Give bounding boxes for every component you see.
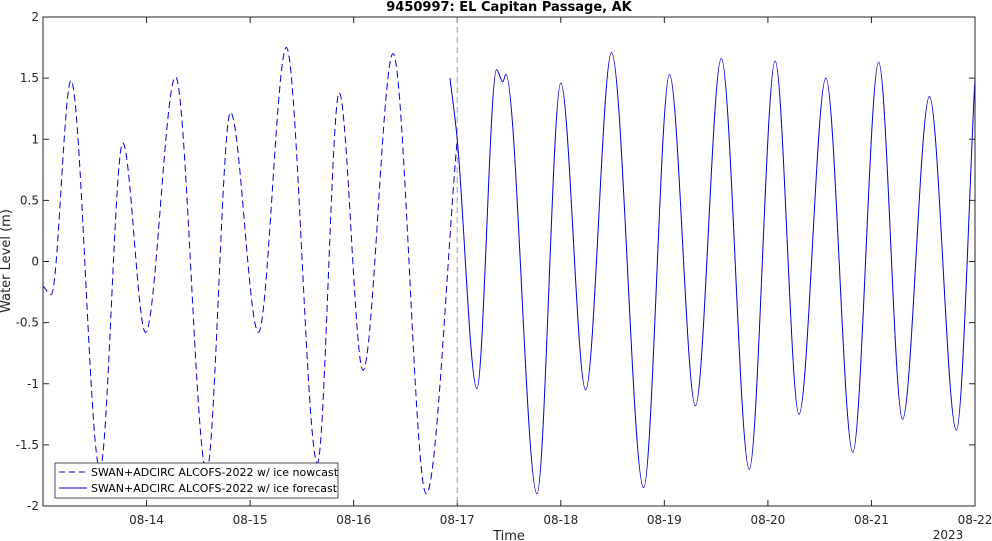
y-tick-label: 2 [31, 10, 39, 24]
forecast-series-line [449, 51, 976, 495]
y-tick-label: 1.5 [20, 71, 39, 85]
plot-frame [42, 16, 976, 507]
y-tick-label: -1.5 [16, 438, 39, 452]
x-tick-label: 08-22 [958, 513, 992, 527]
x-tick-label: 08-17 [440, 513, 475, 527]
y-tick-label: -1 [27, 377, 39, 391]
ticks-layer: -2 -1.5 -1 -0.5 0 0.5 1 1.5 2 08-14 08-15 08-16 08-1… [16, 10, 992, 527]
x-axis-label: Time [492, 529, 525, 541]
y-axis-label: Water Level (m) [0, 209, 14, 313]
y-tick-label: 0.5 [20, 193, 39, 207]
chart-title: 9450997: EL Capitan Passage, AK [386, 0, 632, 15]
x-tick-label: 08-20 [750, 513, 785, 527]
y-tick-label: 1 [31, 132, 39, 146]
x-tick-label: 08-18 [543, 513, 578, 527]
x-tick-label: 08-14 [129, 513, 164, 527]
x-tick-label: 08-16 [336, 513, 371, 527]
nowcast-series-line [42, 47, 458, 495]
x-tick-label: 08-15 [233, 513, 268, 527]
year-label: 2023 [933, 528, 964, 541]
series-layer [42, 47, 976, 495]
y-tick-label: -0.5 [16, 316, 39, 330]
plot-area [43, 17, 975, 506]
legend-forecast-label: SWAN+ADCIRC ALCOFS-2022 w/ ice forecast [91, 482, 338, 495]
y-tick-label: 0 [31, 255, 39, 269]
legend-box [54, 462, 339, 499]
x-tick-label: 08-19 [647, 513, 682, 527]
legend: SWAN+ADCIRC ALCOFS-2022 w/ ice nowcast S… [54, 462, 339, 499]
legend-nowcast-label: SWAN+ADCIRC ALCOFS-2022 w/ ice nowcast [91, 466, 339, 479]
x-tick-label: 08-21 [854, 513, 889, 527]
y-tick-label: -2 [27, 499, 39, 513]
